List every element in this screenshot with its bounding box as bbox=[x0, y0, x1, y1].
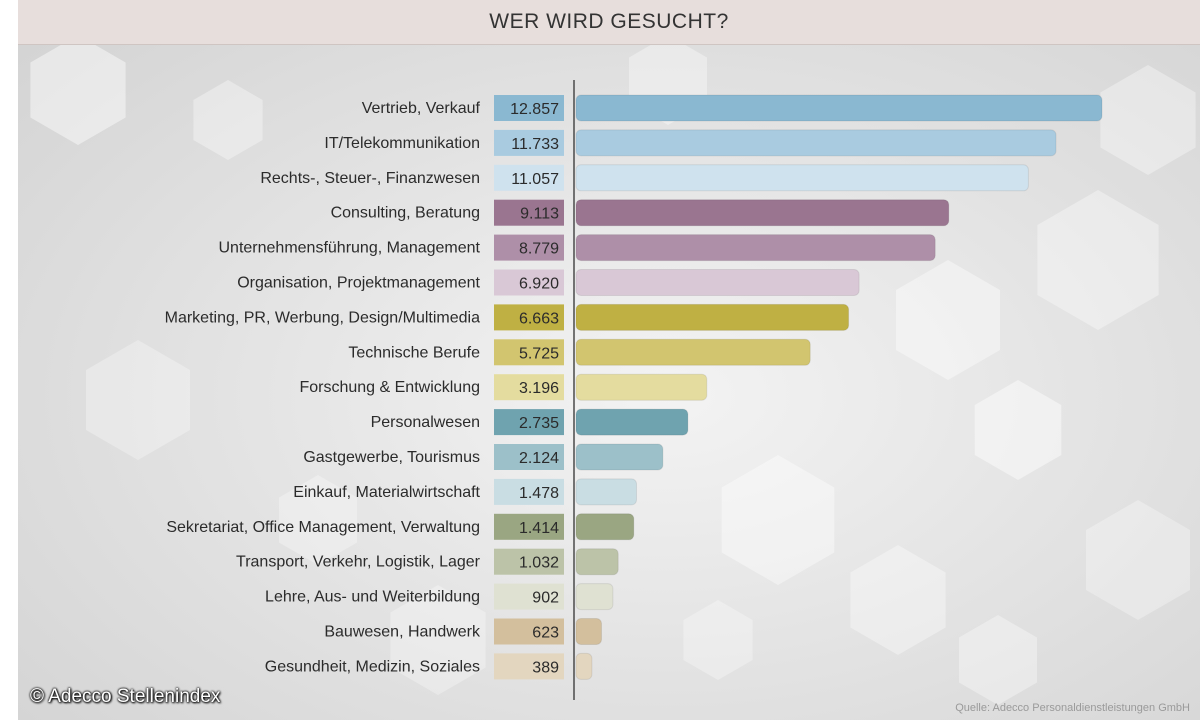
bokeh-hexagon bbox=[721, 455, 835, 585]
value-box bbox=[494, 304, 564, 331]
bar bbox=[575, 164, 1029, 192]
bokeh-hexagon bbox=[30, 35, 126, 145]
category-label: Transport, Verkehr, Logistik, Lager bbox=[236, 554, 481, 571]
bokeh-hexagon bbox=[974, 380, 1062, 480]
category-label: Organisation, Projektmanagement bbox=[237, 275, 480, 292]
bar bbox=[575, 338, 811, 366]
bokeh-hexagon bbox=[279, 475, 357, 565]
value-box bbox=[494, 269, 564, 296]
category-label: Gesundheit, Medizin, Soziales bbox=[265, 658, 480, 675]
value-box bbox=[494, 478, 564, 505]
bokeh-hexagon bbox=[193, 80, 263, 160]
bar bbox=[575, 478, 637, 506]
category-label: Sekretariat, Office Management, Verwaltu… bbox=[166, 519, 480, 536]
bar bbox=[575, 234, 936, 262]
value-box bbox=[494, 548, 564, 575]
chart-frame: WER WIRD GESUCHT? Vertrieb, Verkauf 12.85… bbox=[18, 0, 1200, 720]
bar bbox=[575, 129, 1057, 157]
value-box bbox=[494, 653, 564, 680]
category-label: Technische Berufe bbox=[348, 344, 480, 361]
bar bbox=[575, 618, 602, 645]
bokeh-hexagon bbox=[1086, 500, 1190, 620]
bar bbox=[575, 199, 950, 227]
value-label: 11.057 bbox=[511, 171, 559, 188]
bokeh-hexagon bbox=[1100, 65, 1196, 175]
category-label: Einkauf, Materialwirtschaft bbox=[293, 484, 480, 501]
value-box bbox=[494, 513, 564, 540]
copyright-text: © Adecco Stellenindex bbox=[30, 686, 221, 707]
bar bbox=[575, 303, 850, 331]
value-label: 623 bbox=[532, 625, 559, 642]
bokeh-hexagon bbox=[1037, 190, 1159, 330]
category-label: Vertrieb, Verkauf bbox=[362, 100, 481, 117]
value-box bbox=[494, 95, 564, 121]
value-label: 8.779 bbox=[519, 241, 559, 258]
value-label: 2.735 bbox=[519, 415, 559, 432]
category-label: Forschung & Entwicklung bbox=[299, 379, 480, 396]
bokeh-hexagon bbox=[896, 260, 1000, 380]
value-label: 902 bbox=[532, 590, 559, 607]
category-label: Marketing, PR, Werbung, Design/Multimedi… bbox=[165, 309, 480, 326]
value-box bbox=[494, 164, 564, 191]
value-box bbox=[494, 618, 564, 645]
bar-chart: Vertrieb, Verkauf 12.857 IT/Telekommunikat… bbox=[165, 80, 1103, 700]
category-label: IT/Telekommunikation bbox=[324, 135, 480, 152]
value-box bbox=[494, 374, 564, 401]
category-label: Unternehmensführung, Management bbox=[219, 240, 481, 257]
value-box bbox=[494, 234, 564, 261]
value-label: 12.857 bbox=[510, 101, 559, 118]
value-label: 389 bbox=[532, 659, 559, 676]
value-label: 9.113 bbox=[520, 206, 559, 223]
bokeh-background bbox=[30, 35, 1196, 705]
bar bbox=[575, 652, 593, 680]
category-label: Gastgewerbe, Tourismus bbox=[303, 449, 480, 466]
category-label: Personalwesen bbox=[371, 414, 480, 431]
value-label: 1.478 bbox=[519, 485, 559, 502]
bar bbox=[575, 548, 619, 576]
bar bbox=[575, 269, 860, 296]
value-box bbox=[494, 583, 564, 610]
bokeh-hexagon bbox=[959, 615, 1037, 705]
bokeh-hexagon bbox=[850, 545, 946, 655]
bar bbox=[575, 373, 708, 401]
value-label: 6.920 bbox=[519, 276, 559, 293]
bar bbox=[575, 583, 614, 611]
source-text: Quelle: Adecco Personaldienstleistungen … bbox=[955, 702, 1190, 714]
value-box bbox=[494, 339, 564, 366]
bar bbox=[575, 94, 1103, 122]
chart-title: WER WIRD GESUCHT? bbox=[489, 10, 729, 33]
value-label: 6.663 bbox=[519, 310, 559, 327]
value-box bbox=[494, 444, 564, 470]
value-label: 3.196 bbox=[519, 380, 559, 397]
bokeh-hexagon bbox=[683, 600, 753, 680]
chart-header: WER WIRD GESUCHT? bbox=[18, 0, 1200, 45]
value-box bbox=[494, 409, 564, 436]
value-box bbox=[494, 199, 564, 226]
value-label: 2.124 bbox=[519, 450, 559, 467]
category-label: Bauwesen, Handwerk bbox=[324, 624, 481, 641]
bar bbox=[575, 408, 689, 436]
category-label: Rechts-, Steuer-, Finanzwesen bbox=[260, 170, 480, 187]
bar bbox=[575, 443, 664, 471]
category-label: Lehre, Aus- und Weiterbildung bbox=[265, 589, 480, 606]
bokeh-hexagon bbox=[390, 585, 486, 695]
bokeh-hexagon bbox=[86, 340, 190, 460]
category-label: Consulting, Beratung bbox=[331, 205, 480, 222]
value-box bbox=[494, 129, 564, 156]
value-label: 5.725 bbox=[519, 345, 559, 362]
value-label: 11.733 bbox=[511, 136, 559, 153]
bar bbox=[575, 513, 635, 541]
value-label: 1.414 bbox=[519, 520, 559, 537]
value-label: 1.032 bbox=[519, 555, 559, 572]
